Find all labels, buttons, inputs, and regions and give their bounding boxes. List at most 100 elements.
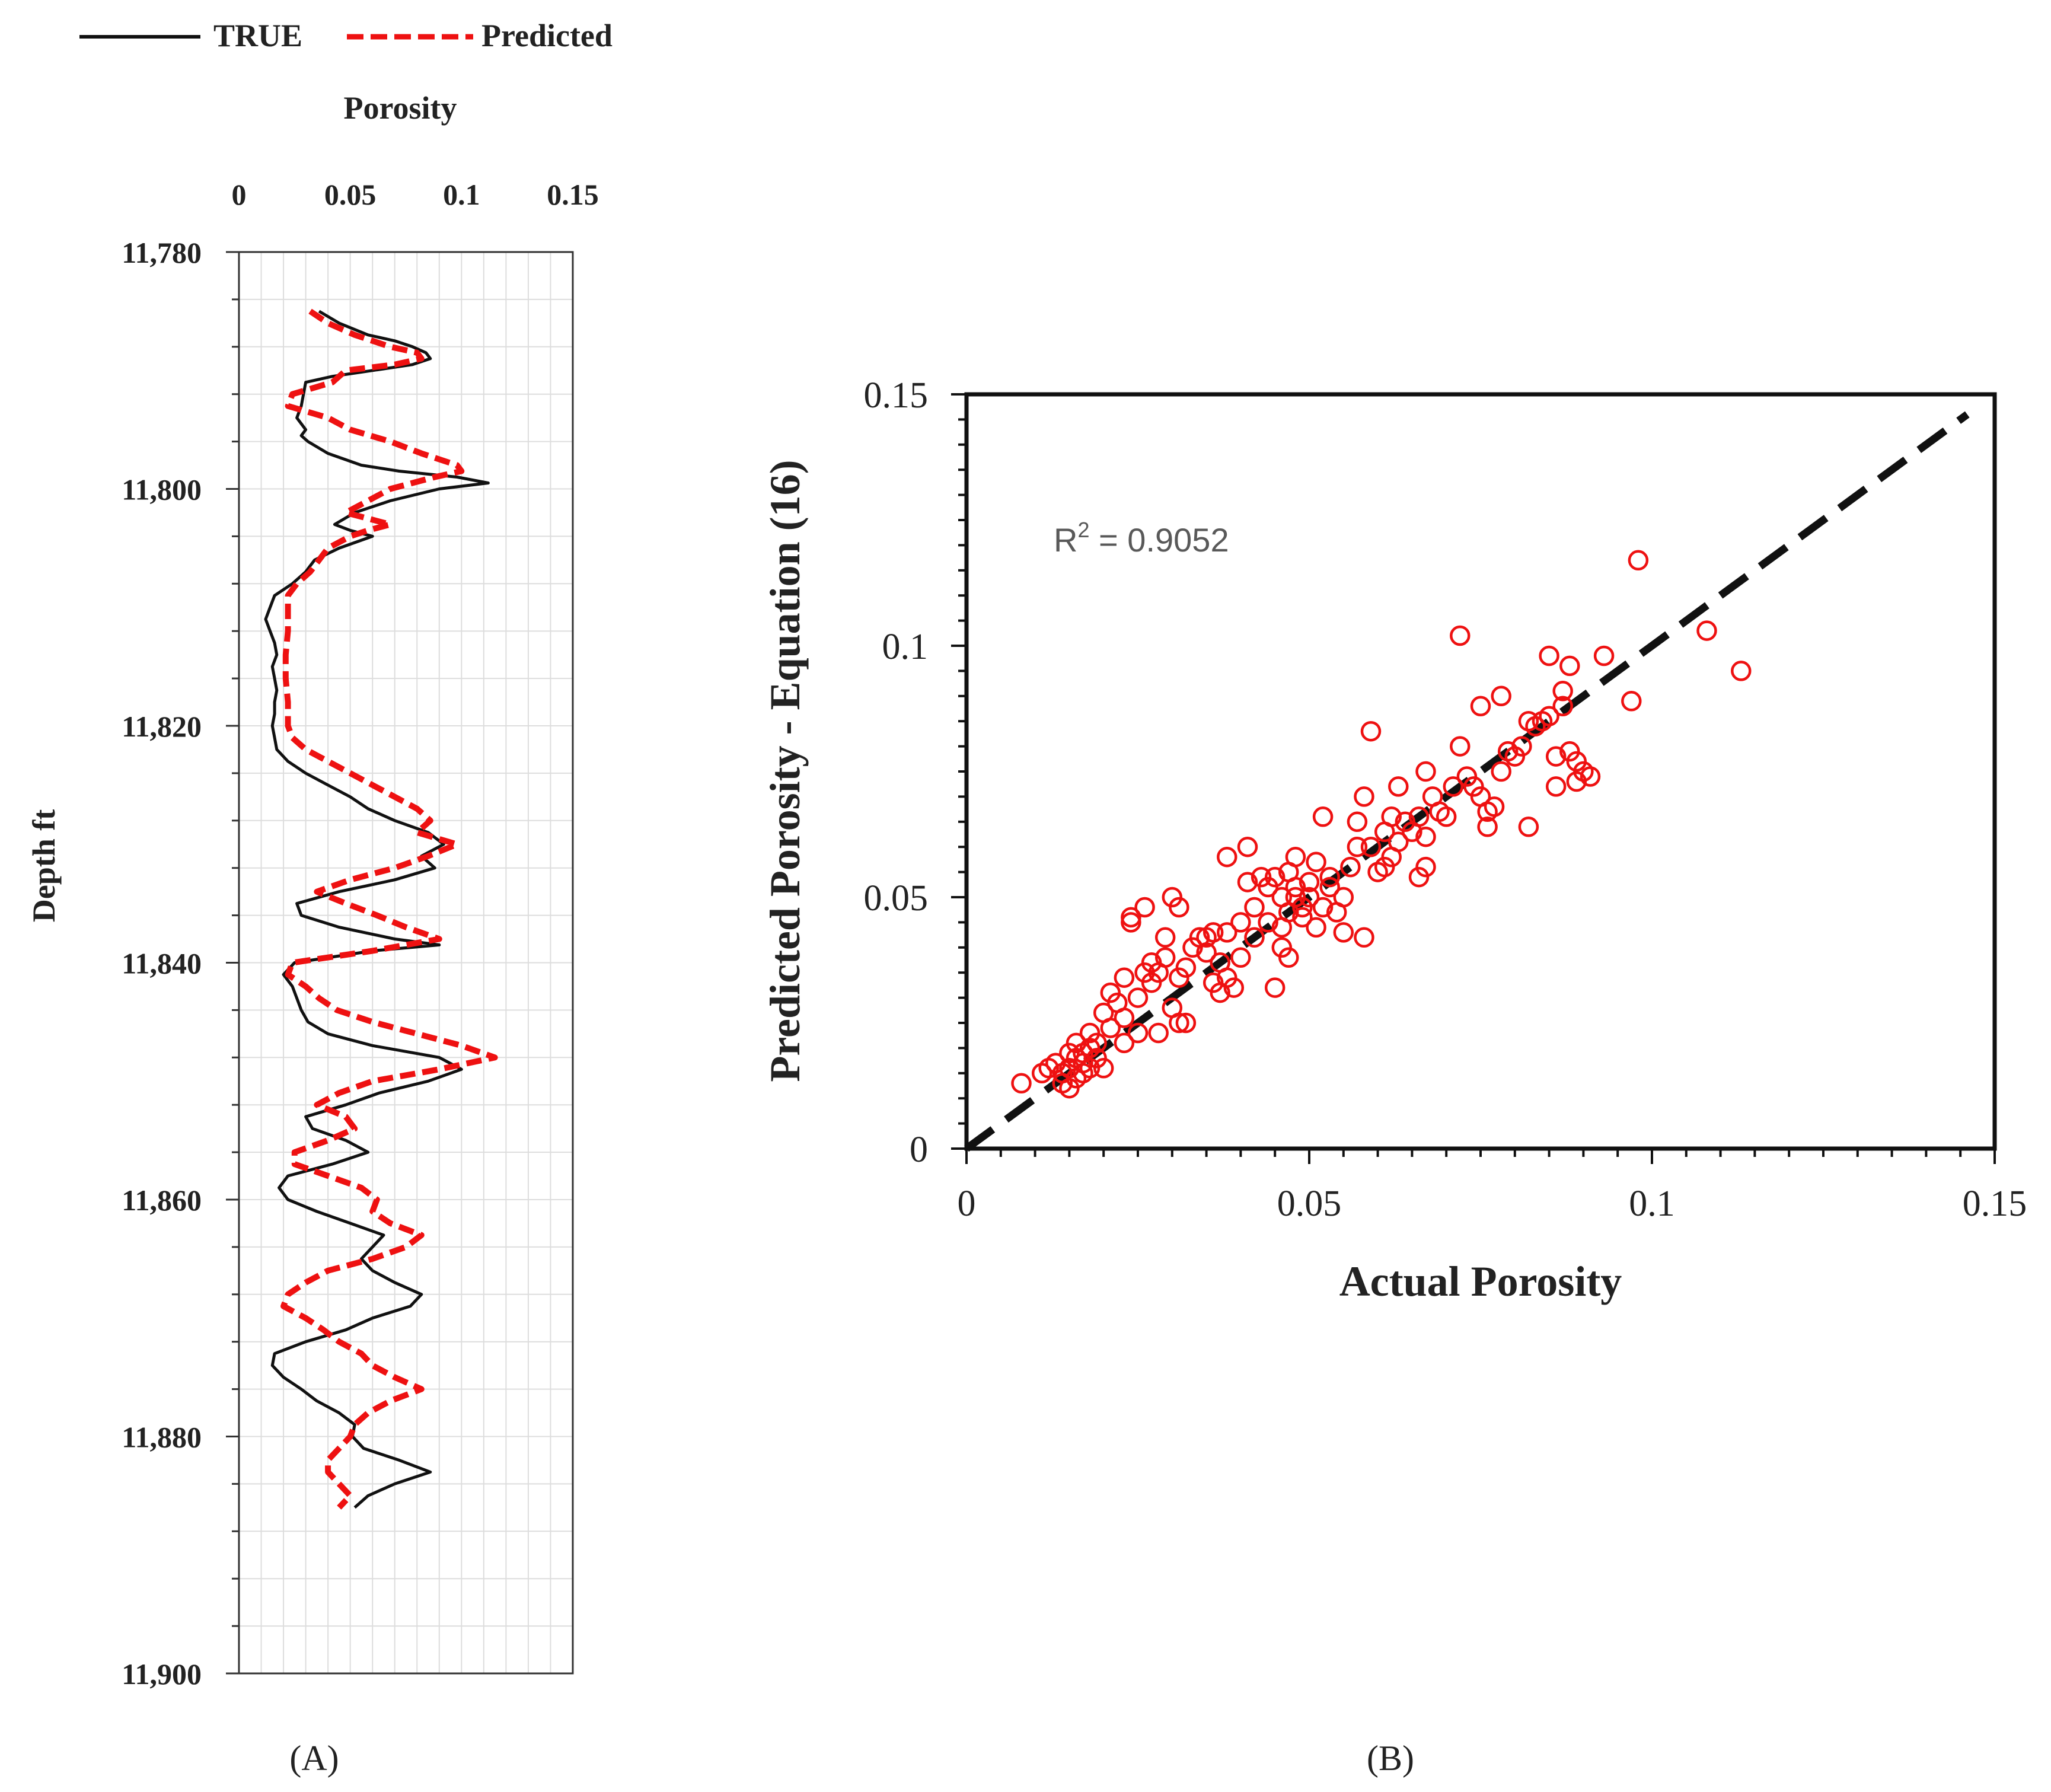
scatter-point [1408,866,1430,888]
scatter-point [1237,872,1258,892]
scatter-point [1045,1053,1066,1074]
scatter-point [1292,897,1313,918]
scatter-point [1319,876,1340,898]
scatter-point [1306,852,1326,872]
scatter-point [1354,927,1374,948]
scatter-point [1511,736,1532,757]
scatter-point [1360,836,1382,857]
scatter-point [1217,922,1237,943]
scatter-point [1518,817,1539,837]
scatter-point [1175,1012,1197,1034]
scatter-point [1086,1032,1107,1054]
y-tick-label: 11,900 [122,1657,202,1691]
scatter-point [1415,826,1436,847]
scatter-point [1154,927,1176,948]
y-tick-label: 11,880 [122,1421,202,1454]
r-squared-superscript: 2 [1077,518,1089,542]
scatter-point [1463,776,1484,797]
x-tick-label: 0 [958,1184,976,1224]
r-squared-prefix: R [1054,521,1077,559]
scatter-point [1408,806,1430,827]
scatter-point [1470,696,1491,717]
scatter-point [1114,1032,1135,1054]
scatter-point [1388,776,1409,797]
scatter-point [1134,897,1155,918]
scatter-point [1477,817,1498,837]
legend-true-label: TRUE [213,18,302,53]
scatter-point [1093,1058,1114,1079]
scatter-point [1285,876,1306,898]
scatter-point [1539,645,1559,667]
scatter-point [1388,831,1409,852]
y-tick-label: 11,820 [122,710,202,743]
scatter-point [1285,887,1306,908]
scatter-point [1285,846,1306,868]
scatter-point [1244,897,1265,918]
scatter-point [1456,766,1478,787]
scatter-point [1230,912,1251,933]
scatter-point [1292,907,1313,928]
scatter-point [1196,942,1217,963]
scatter-point [1127,987,1149,1008]
scatter-point [1504,746,1526,767]
legend-a: TRUE Predicted [79,18,613,53]
scatter-point [1121,907,1141,928]
scatter-point [1154,947,1176,968]
scatter-point [1395,811,1416,833]
panel-a-axes [226,251,574,1675]
scatter-point [1141,952,1162,973]
scatter-point [1251,866,1272,888]
scatter-point [1175,957,1197,978]
panel-b-x-axis-title: Actual Porosity [1339,1258,1622,1305]
scatter-point [1628,550,1649,571]
panel-b-y-axis-title: Predicted Porosity - Equation (16) [761,460,809,1082]
panel-a-y-tick-labels: 11,780 11,800 11,820 11,840 11,860 11,880 11,9… [122,236,202,1691]
scatter-point [1545,746,1567,767]
scatter-point [1244,927,1265,948]
scatter-point [1306,917,1326,938]
scatter-point [1223,977,1245,998]
series-true-line [264,310,490,1509]
x-tick-label: 0.05 [324,178,377,211]
legend-predicted-label: Predicted [481,18,613,53]
panel-b-points [1011,550,1752,1099]
scatter-point [1271,937,1293,958]
series-predicted-line [280,308,498,1510]
scatter-point [1079,1022,1101,1044]
scatter-point [1381,806,1402,827]
x-tick-label: 0.05 [1277,1184,1342,1224]
scatter-point [1141,972,1162,993]
scatter-point [1450,736,1471,757]
scatter-point [1114,1007,1135,1028]
scatter-point [1182,937,1203,958]
scatter-point [1162,887,1183,908]
y-tick-label: 11,840 [122,947,202,980]
scatter-point [1491,761,1511,782]
scatter-point [1217,967,1237,988]
y-tick-label: 11,860 [122,1184,202,1217]
scatter-point [1278,947,1299,968]
scatter-point [1415,761,1436,782]
panel-a-x-tick-labels: 0 0.05 0.1 0.15 [232,178,599,211]
panel-b-x-tick-labels: 0 0.05 0.1 0.15 [958,1184,2027,1224]
scatter-point [1333,887,1354,908]
scatter-point [1299,872,1320,892]
y-tick-label: 0.05 [864,878,929,919]
scatter-point [1202,922,1224,943]
scatter-point [1237,836,1258,857]
panel-a-title: Porosity [344,90,457,126]
panel-b-caption: (B) [1367,1739,1414,1778]
x-tick-label: 0.1 [443,178,480,211]
r-squared-value: = 0.9052 [1089,521,1229,559]
panel-a: TRUE Predicted Porosity 0 0.05 0.1 0.15 11,… [26,18,613,1778]
scatter-point [1114,967,1135,988]
scatter-point [1580,766,1601,787]
scatter-point [1217,846,1237,868]
scatter-point [1299,887,1320,908]
scatter-point [1354,786,1374,807]
scatter-point [1169,897,1189,918]
scatter-point [1559,741,1580,762]
y-tick-label: 0.15 [864,375,929,416]
x-tick-label: 0 [232,178,247,211]
scatter-point [1552,696,1573,717]
